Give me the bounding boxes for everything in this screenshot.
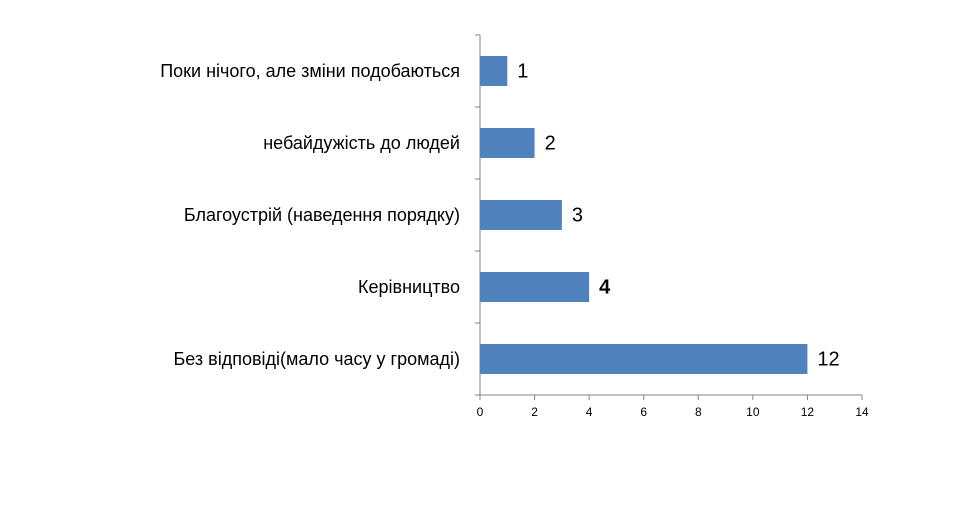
- bar: [480, 272, 590, 302]
- x-tick-label: 12: [801, 405, 815, 419]
- x-tick-label: 6: [640, 405, 647, 419]
- value-label: 4: [599, 276, 611, 298]
- x-tick-label: 4: [586, 405, 593, 419]
- value-label: 3: [572, 204, 583, 226]
- x-tick-label: 8: [695, 405, 702, 419]
- bar: [480, 200, 562, 230]
- category-label: Керівництво: [358, 277, 460, 297]
- bar: [480, 128, 535, 158]
- category-label: Без відповіді(мало часу у громаді): [173, 349, 460, 369]
- category-label: Поки нічого, але зміни подобаються: [160, 61, 460, 81]
- value-label: 2: [545, 132, 556, 154]
- category-label: Благоустрій (наведення порядку): [184, 205, 460, 225]
- x-tick-label: 2: [531, 405, 538, 419]
- value-label: 1: [517, 60, 528, 82]
- bar: [480, 56, 508, 86]
- x-tick-label: 10: [746, 405, 760, 419]
- bar: [480, 344, 808, 374]
- value-label: 12: [817, 348, 839, 370]
- category-label: небайдужість до людей: [263, 133, 460, 153]
- x-tick-label: 0: [477, 405, 484, 419]
- x-tick-label: 14: [855, 405, 869, 419]
